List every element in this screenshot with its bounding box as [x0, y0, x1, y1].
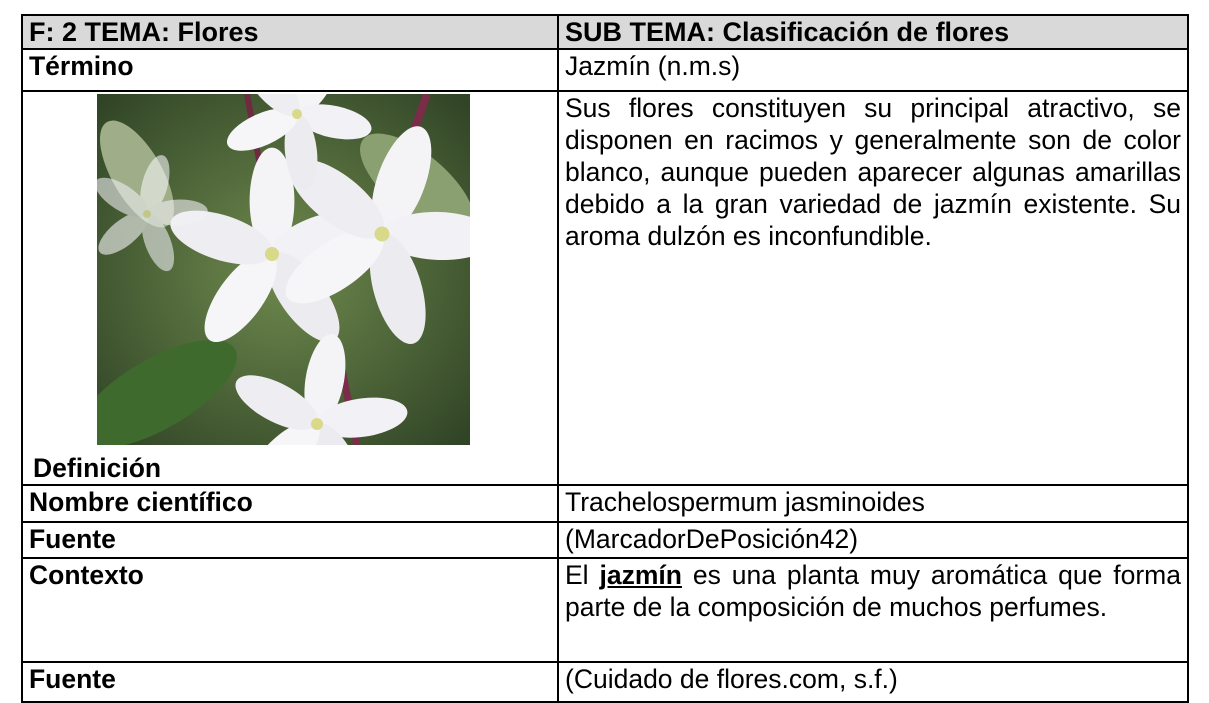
- jasmine-photo: [72, 9, 530, 524]
- value: Trachelospermum jasminoides: [557, 484, 1189, 523]
- text: es una planta muy aromática que forma pa…: [565, 560, 1181, 622]
- term: jazmín: [599, 560, 682, 590]
- definition-text: Sus flores constituyen su principal atra…: [557, 90, 1189, 486]
- label: Término: [21, 48, 559, 92]
- definition-cell: Definición: [21, 9, 559, 524]
- value: (MarcadorDePosición42): [557, 521, 1189, 559]
- label: Contexto: [21, 557, 559, 663]
- value: Jazmín (n.m.s): [557, 48, 1189, 92]
- label: Nombre científico: [21, 484, 559, 523]
- value: (Cuidado de flores.com, s.f.): [557, 661, 1189, 703]
- term-card: F: 2 TEMA: Flores SUB TEMA: Clasificació…: [21, 9, 1189, 703]
- text: El: [565, 560, 600, 590]
- header-right: SUB TEMA: Clasificación de flores: [557, 14, 1189, 50]
- context-text: El jazmín es una planta muy aromática qu…: [557, 557, 1189, 663]
- label: Fuente: [21, 521, 559, 559]
- label: Fuente: [21, 661, 559, 703]
- header-left: F: 2 TEMA: Flores: [21, 14, 559, 50]
- label: Definición: [33, 453, 162, 483]
